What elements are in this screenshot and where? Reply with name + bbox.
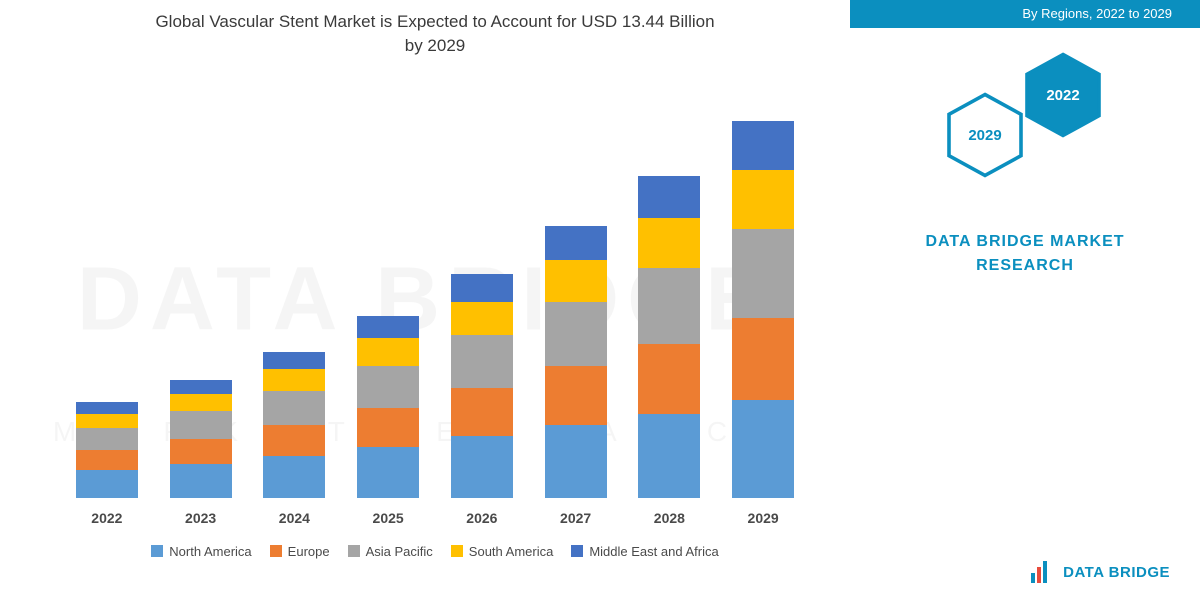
bar-segment [545, 366, 607, 425]
chart-area: DATA BRIDGE M A R K E T R E S E A R C H … [0, 0, 850, 600]
bar-segment [638, 268, 700, 344]
footer-logo-icon [1029, 559, 1055, 585]
hexagon-group: 20292022 [940, 50, 1160, 200]
bar-group [716, 121, 810, 497]
legend-item: Europe [270, 544, 330, 559]
bar-segment [451, 436, 513, 498]
bar-segment [76, 428, 138, 450]
brand-text: DATA BRIDGE MARKET RESEARCH [850, 230, 1200, 278]
legend-item: Middle East and Africa [571, 544, 718, 559]
chart-plot [50, 78, 820, 498]
bar-segment [357, 408, 419, 447]
bar-segment [638, 176, 700, 218]
root: DATA BRIDGE M A R K E T R E S E A R C H … [0, 0, 1200, 600]
bar-segment [638, 414, 700, 498]
bar-group [60, 402, 154, 497]
bar-segment [451, 335, 513, 388]
bar-segment [451, 274, 513, 302]
bar-segment [451, 302, 513, 336]
hexagon-badge: 2029 [940, 90, 1030, 180]
x-axis-label: 2022 [60, 510, 154, 526]
bar-segment [357, 338, 419, 366]
stacked-bar [170, 380, 232, 498]
legend-label: Middle East and Africa [589, 544, 718, 559]
bar-segment [76, 450, 138, 470]
legend-swatch [571, 545, 583, 557]
legend-swatch [348, 545, 360, 557]
bar-segment [357, 366, 419, 408]
bar-segment [263, 352, 325, 369]
legend-swatch [151, 545, 163, 557]
bar-segment [732, 229, 794, 319]
x-axis-label: 2024 [248, 510, 342, 526]
right-header-text: By Regions, 2022 to 2029 [1022, 6, 1182, 21]
chart-title: Global Vascular Stent Market is Expected… [155, 10, 715, 58]
hexagon-badge: 2022 [1018, 50, 1108, 140]
legend-swatch [451, 545, 463, 557]
bar-group [529, 226, 623, 498]
bar-segment [545, 260, 607, 302]
legend-label: North America [169, 544, 251, 559]
bar-segment [170, 464, 232, 498]
stacked-bar [357, 316, 419, 498]
bar-segment [170, 439, 232, 464]
x-axis-label: 2023 [154, 510, 248, 526]
bar-group [435, 274, 529, 498]
bar-segment [263, 391, 325, 425]
footer-logo-text: DATA BRIDGE [1063, 564, 1170, 581]
bars-container [50, 78, 820, 498]
bar-segment [357, 316, 419, 338]
bar-segment [170, 411, 232, 439]
bar-segment [76, 470, 138, 498]
bar-segment [638, 218, 700, 268]
bar-segment [263, 425, 325, 456]
brand-line-1: DATA BRIDGE MARKET [850, 230, 1200, 254]
x-axis-label: 2028 [623, 510, 717, 526]
bar-segment [732, 170, 794, 229]
footer-logo: DATA BRIDGE [1029, 559, 1170, 585]
bar-group [154, 380, 248, 498]
bar-segment [545, 226, 607, 260]
stacked-bar [451, 274, 513, 498]
legend-item: Asia Pacific [348, 544, 433, 559]
legend-label: Asia Pacific [366, 544, 433, 559]
bar-segment [263, 369, 325, 391]
bar-segment [545, 425, 607, 498]
x-axis-label: 2026 [435, 510, 529, 526]
bar-segment [76, 414, 138, 428]
legend-label: Europe [288, 544, 330, 559]
stacked-bar [638, 176, 700, 498]
stacked-bar [732, 121, 794, 497]
legend-swatch [270, 545, 282, 557]
x-axis-labels: 20222023202420252026202720282029 [50, 510, 820, 526]
stacked-bar [545, 226, 607, 498]
x-axis-label: 2027 [529, 510, 623, 526]
bar-segment [638, 344, 700, 414]
right-panel: By Regions, 2022 to 2029 20292022 DATA B… [850, 0, 1200, 600]
stacked-bar [263, 352, 325, 498]
bar-group [623, 176, 717, 498]
bar-segment [170, 394, 232, 411]
brand-line-2: RESEARCH [850, 254, 1200, 278]
legend-label: South America [469, 544, 554, 559]
bar-segment [263, 456, 325, 498]
stacked-bar [76, 402, 138, 497]
x-axis-label: 2025 [341, 510, 435, 526]
bar-group [248, 352, 342, 498]
bar-segment [170, 380, 232, 394]
bar-segment [732, 318, 794, 399]
legend-item: South America [451, 544, 554, 559]
bar-group [341, 316, 435, 498]
legend-item: North America [151, 544, 251, 559]
bar-segment [732, 400, 794, 498]
bar-segment [76, 402, 138, 413]
bar-segment [732, 121, 794, 170]
right-header: By Regions, 2022 to 2029 [850, 0, 1200, 28]
legend: North America Europe Asia Pacific South Ame… [40, 544, 830, 559]
bar-segment [545, 302, 607, 366]
bar-segment [451, 388, 513, 436]
bar-segment [357, 447, 419, 497]
x-axis-label: 2029 [716, 510, 810, 526]
